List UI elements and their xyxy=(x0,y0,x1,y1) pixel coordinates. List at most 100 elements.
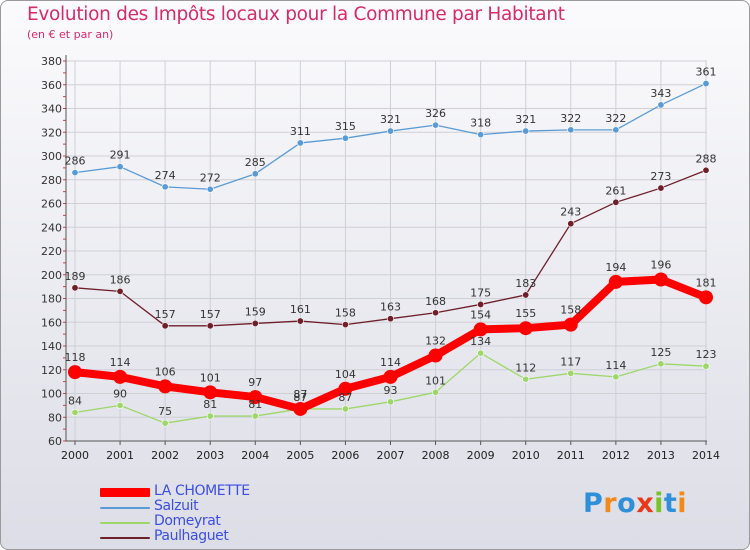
data-label: 343 xyxy=(650,87,671,100)
y-tick-label: 240 xyxy=(41,221,62,234)
y-tick-label: 160 xyxy=(41,316,62,329)
data-label: 168 xyxy=(425,295,446,308)
data-point xyxy=(296,139,304,147)
data-label: 87 xyxy=(338,391,352,404)
legend-swatch xyxy=(100,522,150,524)
data-label: 155 xyxy=(515,307,536,320)
y-tick-label: 220 xyxy=(41,245,62,258)
data-label: 125 xyxy=(650,346,671,359)
data-point xyxy=(251,319,259,327)
data-label: 196 xyxy=(650,259,671,272)
data-label: 157 xyxy=(155,308,176,321)
data-label: 361 xyxy=(696,66,717,79)
data-label: 132 xyxy=(425,335,446,348)
data-point xyxy=(477,349,485,357)
data-label: 243 xyxy=(560,206,581,219)
logo-letter: r xyxy=(603,488,618,519)
y-tick-label: 340 xyxy=(41,103,62,116)
data-point xyxy=(699,290,713,305)
data-label: 123 xyxy=(696,348,717,361)
data-label: 154 xyxy=(470,308,491,321)
legend-swatch xyxy=(100,507,150,509)
data-point xyxy=(522,127,530,135)
data-point xyxy=(338,381,353,396)
data-point xyxy=(608,274,623,289)
x-tick-label: 2010 xyxy=(512,449,540,462)
data-label: 158 xyxy=(335,307,356,320)
data-label: 90 xyxy=(113,387,127,400)
x-tick-label: 2003 xyxy=(196,449,224,462)
data-label: 114 xyxy=(605,359,626,372)
data-point xyxy=(113,369,128,384)
data-point xyxy=(657,184,665,192)
data-point xyxy=(68,365,82,380)
data-label: 175 xyxy=(470,286,491,299)
data-point xyxy=(203,385,218,400)
data-point xyxy=(567,369,575,377)
data-point xyxy=(341,405,349,413)
data-label: 261 xyxy=(605,184,626,197)
data-label: 114 xyxy=(110,356,131,369)
data-point xyxy=(296,317,304,325)
data-point xyxy=(161,183,169,191)
data-label: 101 xyxy=(200,371,221,384)
data-label: 87 xyxy=(293,391,307,404)
data-point xyxy=(161,322,169,330)
data-label: 286 xyxy=(65,155,86,168)
legend-swatch xyxy=(100,488,150,497)
data-point xyxy=(518,321,533,336)
logo-letter: i xyxy=(677,488,688,519)
data-label: 315 xyxy=(335,120,356,133)
data-label: 157 xyxy=(200,308,221,321)
data-point xyxy=(432,309,440,317)
data-point xyxy=(612,373,620,381)
data-label: 272 xyxy=(200,171,221,184)
data-point xyxy=(248,390,263,405)
data-point xyxy=(477,300,485,308)
data-point xyxy=(116,401,124,409)
x-tick-label: 2000 xyxy=(61,449,89,462)
data-point xyxy=(206,322,214,330)
data-label: 158 xyxy=(560,304,581,317)
data-point xyxy=(206,185,214,193)
data-label: 189 xyxy=(65,270,86,283)
data-labels: 286 291 274 272 285 311 315 321 326 318 321 322 322 3… xyxy=(65,66,717,419)
x-tick-label: 2004 xyxy=(241,449,269,462)
data-point xyxy=(473,322,488,337)
data-point xyxy=(522,291,530,299)
data-label: 101 xyxy=(425,374,446,387)
data-label: 75 xyxy=(158,405,172,418)
data-point xyxy=(612,198,620,206)
y-tick-label: 180 xyxy=(41,293,62,306)
data-point xyxy=(293,401,308,416)
data-label: 291 xyxy=(110,149,131,162)
data-point xyxy=(477,131,485,139)
data-point xyxy=(702,80,710,88)
logo-letter: o xyxy=(617,488,637,519)
data-point xyxy=(341,134,349,142)
data-label: 81 xyxy=(248,398,262,411)
data-point xyxy=(161,419,169,427)
data-label: 194 xyxy=(605,261,626,274)
legend-swatch xyxy=(100,537,150,539)
data-point xyxy=(612,126,620,134)
data-point xyxy=(251,412,259,420)
data-label: 322 xyxy=(605,112,626,125)
data-point xyxy=(428,348,443,363)
y-tick-label: 100 xyxy=(41,388,62,401)
data-point xyxy=(383,369,398,384)
y-tick-label: 60 xyxy=(48,435,62,448)
legend-label: LA CHOMETTE xyxy=(154,483,250,499)
x-tick-label: 2009 xyxy=(467,449,495,462)
data-label: 84 xyxy=(68,395,82,408)
x-tick-label: 2001 xyxy=(106,449,134,462)
data-label: 106 xyxy=(155,365,176,378)
x-tick-label: 2006 xyxy=(331,449,359,462)
data-point xyxy=(432,121,440,129)
data-label: 117 xyxy=(560,355,581,368)
data-point xyxy=(567,220,575,228)
y-tick-label: 140 xyxy=(41,340,62,353)
data-point xyxy=(251,170,259,178)
data-label: 321 xyxy=(515,113,536,126)
data-label: 81 xyxy=(203,398,217,411)
